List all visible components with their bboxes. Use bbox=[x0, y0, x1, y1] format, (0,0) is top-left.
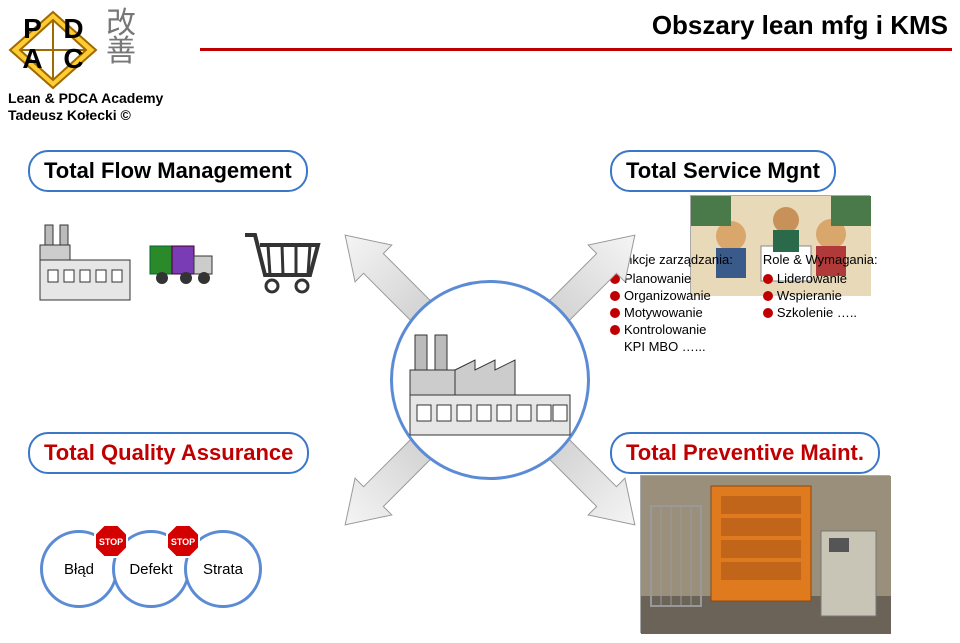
qa-circles: Błąd STOP Defekt STOP Strata bbox=[40, 530, 256, 608]
mgmt-func-4-label: KPI MBO …... bbox=[624, 339, 706, 354]
factory-icon bbox=[405, 315, 575, 445]
qa-circle-blad: Błąd STOP bbox=[40, 530, 118, 608]
bullet-icon bbox=[763, 274, 773, 284]
logo-area: P D A C 改善 bbox=[8, 10, 136, 90]
bullet-icon bbox=[610, 291, 620, 301]
maint-photo bbox=[640, 475, 890, 633]
svg-text:STOP: STOP bbox=[99, 537, 123, 547]
pdca-d: D bbox=[53, 14, 94, 44]
mgmt-functions-col: Funkcje zarządzania: Planowanie Organizo… bbox=[610, 252, 733, 354]
title-underline bbox=[200, 48, 952, 51]
mgmt-func-2-label: Motywowanie bbox=[624, 305, 703, 320]
kaizen-icon: 改善 bbox=[106, 10, 136, 66]
mgmt-role-1-label: Wspieranie bbox=[777, 288, 842, 303]
bullet-icon bbox=[610, 325, 620, 335]
academy-text: Lean & PDCA Academy Tadeusz Kołecki © bbox=[8, 90, 163, 124]
pill-maint: Total Preventive Maint. bbox=[610, 432, 880, 474]
pdca-logo: P D A C bbox=[8, 10, 98, 90]
bullet-icon bbox=[610, 308, 620, 318]
stop-icon: STOP bbox=[165, 523, 201, 559]
academy-line2: Tadeusz Kołecki © bbox=[8, 107, 163, 124]
mgmt-lists: Funkcje zarządzania: Planowanie Organizo… bbox=[610, 252, 878, 354]
pdca-c: C bbox=[53, 44, 94, 74]
academy-line1: Lean & PDCA Academy bbox=[8, 90, 163, 107]
qa-label-0: Błąd bbox=[64, 561, 94, 578]
mgmt-role-0: Liderowanie bbox=[763, 271, 878, 286]
bullet-icon bbox=[763, 291, 773, 301]
bullet-icon bbox=[763, 308, 773, 318]
pill-quality: Total Quality Assurance bbox=[28, 432, 309, 474]
mgmt-roles-col: Role & Wymagania: Liderowanie Wspieranie… bbox=[763, 252, 878, 354]
mgmt-func-3: Kontrolowanie bbox=[610, 322, 733, 337]
mgmt-func-0-label: Planowanie bbox=[624, 271, 691, 286]
pill-service: Total Service Mgnt bbox=[610, 150, 836, 192]
center-factory bbox=[390, 280, 590, 480]
flow-illustration bbox=[30, 200, 340, 310]
pdca-a: A bbox=[12, 44, 53, 74]
mgmt-role-2-label: Szkolenie ….. bbox=[777, 305, 857, 320]
mgmt-func-4: KPI MBO …... bbox=[624, 339, 733, 354]
mgmt-func-1-label: Organizowanie bbox=[624, 288, 711, 303]
mgmt-func-1: Organizowanie bbox=[610, 288, 733, 303]
mgmt-role-0-label: Liderowanie bbox=[777, 271, 847, 286]
mgmt-func-0: Planowanie bbox=[610, 271, 733, 286]
pdca-letters: P D A C bbox=[12, 14, 94, 74]
mgmt-role-2: Szkolenie ….. bbox=[763, 305, 878, 320]
mgmt-functions-header: Funkcje zarządzania: bbox=[610, 252, 733, 267]
bullet-icon bbox=[610, 274, 620, 284]
pill-flow: Total Flow Management bbox=[28, 150, 308, 192]
pdca-p: P bbox=[12, 14, 53, 44]
mgmt-func-2: Motywowanie bbox=[610, 305, 733, 320]
svg-text:STOP: STOP bbox=[171, 537, 195, 547]
page-title: Obszary lean mfg i KMS bbox=[652, 10, 952, 41]
mgmt-roles-header: Role & Wymagania: bbox=[763, 252, 878, 267]
stop-icon: STOP bbox=[93, 523, 129, 559]
mgmt-func-3-label: Kontrolowanie bbox=[624, 322, 706, 337]
qa-label-1: Defekt bbox=[129, 561, 172, 578]
qa-label-2: Strata bbox=[203, 561, 243, 578]
mgmt-role-1: Wspieranie bbox=[763, 288, 878, 303]
